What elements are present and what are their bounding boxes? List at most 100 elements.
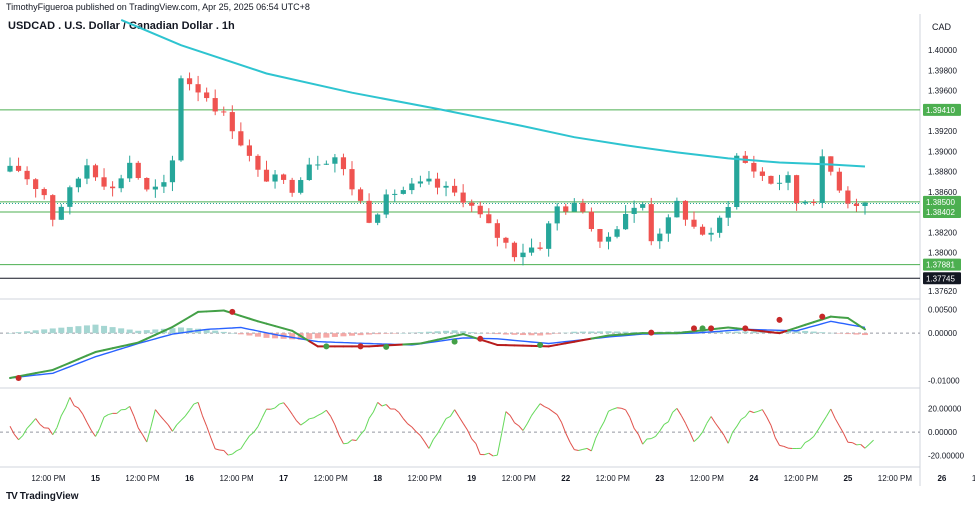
macd-line-segment bbox=[812, 318, 824, 324]
macd-cross-dot bbox=[383, 343, 390, 350]
oscillator-segment bbox=[809, 436, 815, 441]
oscillator-segment bbox=[325, 409, 332, 417]
price-tick-label: 1.37620 bbox=[928, 287, 957, 296]
macd-histogram-bar bbox=[434, 331, 441, 334]
macd-histogram-bar bbox=[49, 328, 56, 334]
oscillator-segment bbox=[612, 407, 618, 410]
macd-line-segment bbox=[633, 332, 644, 335]
oscillator-segment bbox=[394, 408, 400, 413]
candle-down bbox=[340, 157, 347, 170]
macd-line-segment bbox=[188, 310, 200, 318]
candle-up bbox=[306, 164, 312, 181]
time-tick-label: 23 bbox=[655, 474, 664, 483]
oscillator-segment bbox=[338, 435, 344, 444]
oscillator-segment bbox=[488, 452, 494, 457]
macd-line-segment bbox=[94, 349, 106, 354]
oscillator-segment bbox=[830, 408, 836, 419]
time-tick-label: 16 bbox=[185, 474, 194, 483]
candle-up bbox=[169, 160, 176, 183]
macd-histogram-bar bbox=[178, 327, 184, 334]
oscillator-segment bbox=[629, 417, 635, 429]
price-tick-label: 1.39800 bbox=[928, 66, 957, 75]
candle-down bbox=[563, 206, 569, 212]
macd-line-segment bbox=[274, 325, 285, 330]
oscillator-segment bbox=[364, 418, 370, 430]
candle-up bbox=[819, 156, 825, 203]
candle-up bbox=[657, 233, 663, 242]
candle-up bbox=[802, 201, 808, 204]
candle-up bbox=[84, 165, 90, 179]
macd-histogram-bar bbox=[32, 330, 39, 334]
oscillator-segment bbox=[838, 425, 845, 434]
oscillator-segment bbox=[783, 445, 789, 449]
candle-up bbox=[528, 247, 535, 253]
time-tick-label: 25 bbox=[843, 474, 852, 483]
macd-cross-dot bbox=[477, 335, 484, 342]
candle-down bbox=[751, 162, 757, 172]
oscillator-segment bbox=[317, 412, 323, 416]
oscillator-segment bbox=[60, 407, 67, 416]
macd-line-segment bbox=[26, 372, 37, 376]
oscillator-segment bbox=[206, 426, 212, 439]
macd-line-segment bbox=[556, 342, 567, 346]
level-support-1-label: 1.38402 bbox=[926, 208, 955, 217]
oscillator-segment bbox=[471, 438, 477, 445]
candle-down bbox=[486, 214, 492, 224]
macd-histogram-bar bbox=[203, 329, 210, 334]
macd-histogram-bar bbox=[169, 328, 176, 334]
oscillator-segment bbox=[372, 402, 379, 413]
oscillator-segment bbox=[73, 405, 79, 409]
macd-line-segment bbox=[829, 315, 841, 319]
oscillator-segment bbox=[727, 432, 733, 444]
oscillator-segment bbox=[608, 408, 613, 412]
currency-label[interactable]: CAD bbox=[932, 22, 952, 32]
macd-line-segment bbox=[145, 333, 157, 340]
oscillator-segment bbox=[633, 428, 639, 435]
candle-up bbox=[118, 178, 124, 189]
oscillator-segment bbox=[736, 419, 742, 427]
axis-layer: 1.40000 1.39800 1.39600 1.39200 1.39000 1.388… bbox=[31, 46, 975, 483]
candle-down bbox=[511, 242, 518, 258]
oscillator-segment bbox=[475, 443, 481, 455]
oscillator-segment bbox=[154, 409, 161, 416]
oscillator-segment bbox=[99, 416, 105, 429]
candle-down bbox=[263, 169, 270, 182]
candle-up bbox=[426, 178, 432, 182]
oscillator-segment bbox=[514, 422, 520, 427]
oscillator-segment bbox=[313, 415, 319, 419]
time-tick-label: 26 bbox=[937, 474, 946, 483]
oscillator-segment bbox=[556, 414, 562, 423]
oscillator-segment bbox=[526, 415, 532, 424]
oscillator-segment bbox=[69, 397, 75, 406]
macd-line-segment bbox=[308, 340, 319, 348]
oscillator-segment bbox=[351, 439, 357, 442]
oscillator-segment bbox=[261, 408, 267, 418]
oscillator-segment bbox=[159, 414, 165, 421]
oscillator-segment bbox=[167, 424, 173, 432]
macd-histogram-bar bbox=[314, 333, 321, 339]
oscillator-segment bbox=[454, 409, 460, 417]
oscillator-segment bbox=[603, 411, 609, 422]
macd-histogram-bar bbox=[254, 333, 261, 337]
macd-line-segment bbox=[769, 331, 781, 335]
oscillator-segment bbox=[651, 436, 656, 440]
price-tick-label: 1.40000 bbox=[928, 46, 957, 55]
oscillator-segment bbox=[539, 403, 545, 407]
time-tick-label: 19 bbox=[467, 474, 476, 483]
candle-down bbox=[682, 200, 689, 220]
candle-down bbox=[699, 226, 706, 235]
candle-up bbox=[631, 207, 637, 214]
oscillator-segment bbox=[774, 437, 780, 446]
candle-up bbox=[862, 202, 868, 206]
oscillator-segment bbox=[360, 429, 366, 435]
tradingview-brand[interactable]: TV TradingView bbox=[6, 491, 79, 502]
macd-line-segment bbox=[51, 365, 63, 371]
macd-histogram-bar bbox=[588, 331, 595, 334]
macd-cross-dot bbox=[15, 374, 22, 381]
oscillator-segment bbox=[381, 404, 387, 407]
price-tick-label: 1.38200 bbox=[928, 228, 957, 237]
candle-down bbox=[768, 175, 774, 184]
candle-down bbox=[811, 201, 817, 203]
macd-histogram-bar bbox=[819, 332, 826, 334]
